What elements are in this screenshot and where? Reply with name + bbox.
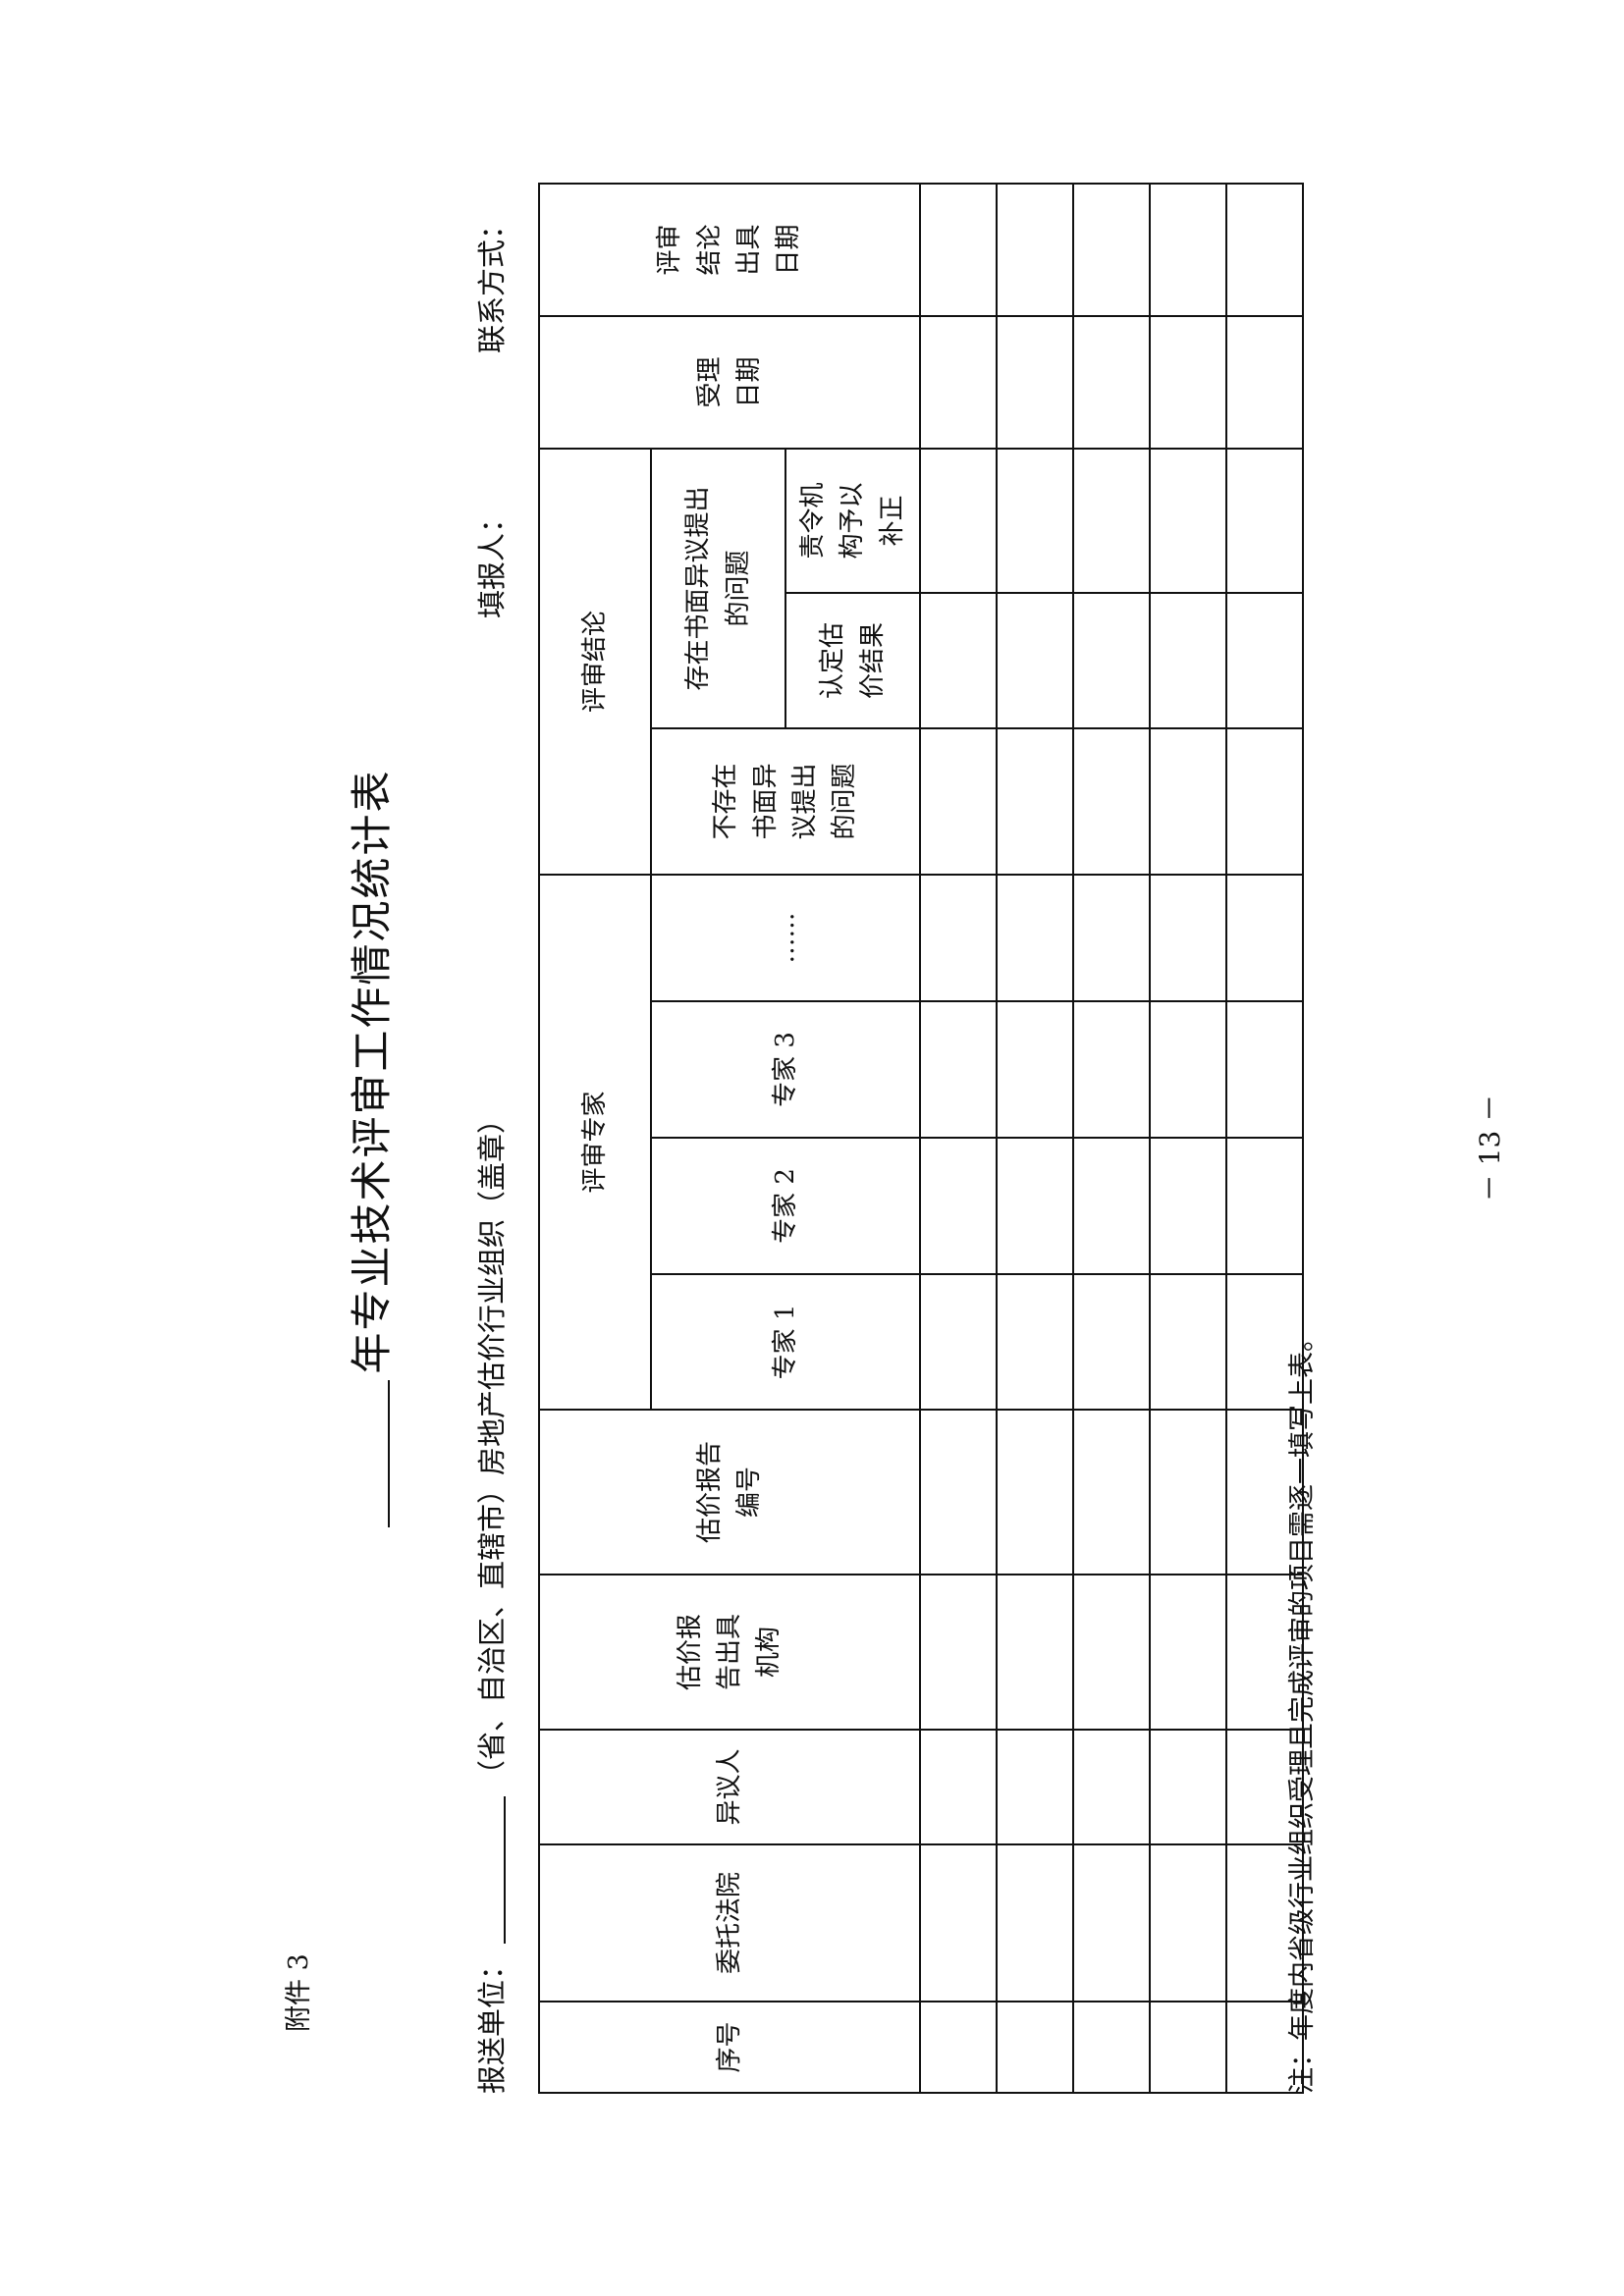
page-title: 年专业技术评审工作情况统计表 [339, 0, 399, 2296]
header-correct: 责令机构予以补正 [785, 448, 920, 593]
table-row [920, 183, 997, 2093]
table-cell[interactable] [920, 1274, 997, 1410]
table-cell[interactable] [997, 448, 1073, 593]
table-cell[interactable] [997, 1575, 1073, 1730]
table-cell[interactable] [1150, 183, 1226, 316]
table-row [1073, 183, 1150, 2093]
header-expert-more: …… [651, 874, 920, 1001]
table-cell[interactable] [1073, 1844, 1150, 2002]
table-cell[interactable] [920, 874, 997, 1001]
header-conclusion-date: 评审结论出具日期 [539, 183, 920, 316]
table-cell[interactable] [997, 315, 1073, 449]
table-cell[interactable] [997, 1844, 1073, 2002]
table-cell[interactable] [920, 1410, 997, 1575]
table-cell[interactable] [920, 727, 997, 875]
header-expert3: 专家 3 [651, 1001, 920, 1138]
table-cell[interactable] [1150, 1730, 1226, 1844]
table-cell[interactable] [1226, 448, 1303, 593]
table-cell[interactable] [920, 1001, 997, 1138]
header-seq: 序号 [539, 2002, 920, 2093]
header-court: 委托法院 [539, 1844, 920, 2002]
title-text: 年专业技术评审工作情况统计表 [348, 769, 396, 1374]
header-objector: 异议人 [539, 1730, 920, 1844]
table-cell[interactable] [1073, 874, 1150, 1001]
table-cell[interactable] [920, 1575, 997, 1730]
table-cell[interactable] [920, 592, 997, 728]
table-cell[interactable] [1226, 727, 1303, 875]
table-cell[interactable] [1226, 1138, 1303, 1274]
table-cell[interactable] [1150, 1575, 1226, 1730]
table-cell[interactable] [1226, 592, 1303, 728]
table-cell[interactable] [1073, 1138, 1150, 1274]
table-cell[interactable] [997, 1730, 1073, 1844]
table-cell[interactable] [1073, 315, 1150, 449]
table-cell[interactable] [1073, 183, 1150, 316]
sender-label: 报送单位： [475, 1950, 509, 2094]
table-cell[interactable] [997, 183, 1073, 316]
header-expert2: 专家 2 [651, 1138, 920, 1274]
sender-blank [504, 1795, 506, 1944]
header-expert1: 专家 1 [651, 1274, 920, 1410]
table-cell[interactable] [1150, 727, 1226, 875]
footnote: 注：年度内省级行业组织受理且完成评审的项目需逐一填写上表。 [1287, 1325, 1318, 2094]
table-cell[interactable] [920, 183, 997, 316]
table-cell[interactable] [1073, 448, 1150, 593]
table-cell[interactable] [997, 1274, 1073, 1410]
table-cell[interactable] [920, 1138, 997, 1274]
table-cell[interactable] [997, 1001, 1073, 1138]
table-cell[interactable] [1150, 1274, 1226, 1410]
year-blank [388, 1379, 390, 1527]
table-cell[interactable] [1150, 2002, 1226, 2093]
table-cell[interactable] [1150, 874, 1226, 1001]
table-row [997, 183, 1073, 2093]
table-cell[interactable] [1150, 1410, 1226, 1575]
page-number: － 13 － [1474, 1094, 1506, 1202]
table-cell[interactable] [1073, 1575, 1150, 1730]
table-cell[interactable] [997, 1138, 1073, 1274]
table-cell[interactable] [997, 727, 1073, 875]
table-cell[interactable] [920, 1844, 997, 2002]
table-cell[interactable] [1226, 874, 1303, 1001]
table-cell[interactable] [997, 874, 1073, 1001]
table-cell[interactable] [1150, 1138, 1226, 1274]
table-cell[interactable] [1073, 1730, 1150, 1844]
table-cell[interactable] [1073, 727, 1150, 875]
table-cell[interactable] [1073, 2002, 1150, 2093]
header-confirm: 认定估价结果 [785, 592, 920, 728]
table-cell[interactable] [1150, 315, 1226, 449]
table-cell[interactable] [1073, 592, 1150, 728]
table-cell[interactable] [920, 448, 997, 593]
table-cell[interactable] [997, 2002, 1073, 2093]
header-report-no: 估价报告编号 [539, 1410, 920, 1575]
table-cell[interactable] [1150, 1001, 1226, 1138]
table-cell[interactable] [920, 1730, 997, 1844]
table-cell[interactable] [1073, 1001, 1150, 1138]
table-cell[interactable] [997, 1410, 1073, 1575]
table-cell[interactable] [1150, 1844, 1226, 2002]
header-conclusion-group: 评审结论 [539, 448, 651, 875]
table-cell[interactable] [1226, 1001, 1303, 1138]
header-experts-group: 评审专家 [539, 874, 651, 1410]
table-cell[interactable] [1226, 315, 1303, 449]
sender-line: 报送单位： （省、自治区、直辖市）房地产估价行业组织（盖章） [469, 1105, 511, 2094]
table-cell[interactable] [1073, 1274, 1150, 1410]
table-cell[interactable] [1150, 448, 1226, 593]
table-cell[interactable] [920, 315, 997, 449]
header-no-issue: 不存在书面异议提出的问题 [651, 727, 920, 875]
sender-suffix: （省、自治区、直辖市）房地产估价行业组织（盖章） [475, 1104, 509, 1789]
contact-label: 联系方式： [475, 210, 509, 353]
header-has-issue: 存在书面异议提出的问题 [651, 448, 785, 728]
table-cell[interactable] [997, 592, 1073, 728]
attachment-label: 附件 3 [284, 1953, 314, 2032]
table-cell[interactable] [920, 2002, 997, 2093]
table-cell[interactable] [1150, 592, 1226, 728]
header-agency: 估价报告出具机构 [539, 1575, 920, 1730]
table-cell[interactable] [1226, 183, 1303, 316]
statistics-table: 序号 委托法院 异议人 估价报告出具机构 估价报告编号 评审专家 评审结论 受理… [538, 183, 1304, 2094]
header-accept-date: 受理日期 [539, 315, 920, 449]
filler-label: 填报人： [475, 504, 509, 618]
table-row [1150, 183, 1226, 2093]
table-cell[interactable] [1073, 1410, 1150, 1575]
